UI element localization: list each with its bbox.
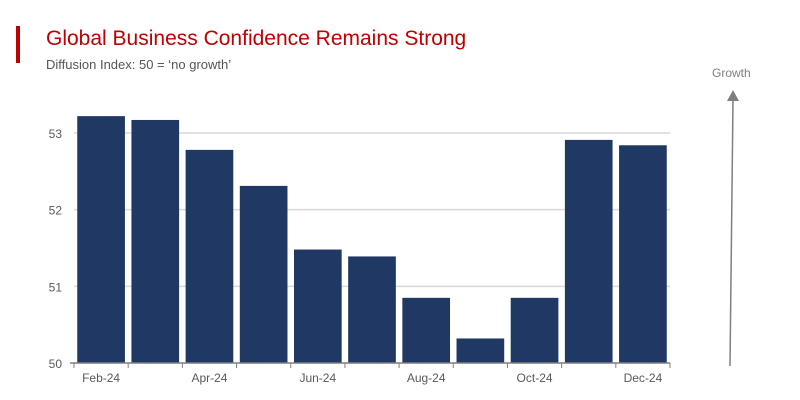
x-tick-label: Dec-24 [624, 371, 663, 385]
bar [239, 185, 288, 363]
growth-arrow-shaft [729, 99, 734, 367]
x-axis [70, 362, 671, 368]
x-tick-label: Feb-24 [82, 371, 120, 385]
bar [185, 149, 234, 363]
tick-labels: 50 51 52 53 Feb-24 Apr-24 Jun-24 Aug-24 Oct-24 De… [49, 127, 663, 385]
chart-subtitle: Diffusion Index: 50 = ‘no growth’ [46, 57, 232, 72]
growth-arrow [727, 90, 739, 367]
bar [348, 256, 396, 363]
bar [456, 338, 505, 363]
bar [619, 145, 667, 363]
bars [77, 116, 667, 363]
y-tick-label: 53 [49, 127, 63, 141]
growth-arrow-head [727, 90, 739, 101]
bar [131, 119, 180, 363]
bar [510, 297, 559, 363]
bar [402, 297, 451, 363]
bar [77, 116, 125, 363]
x-tick-label: Oct-24 [517, 371, 553, 385]
x-tick-label: Aug-24 [407, 371, 446, 385]
chart-title: Global Business Confidence Remains Stron… [46, 27, 467, 50]
bar [564, 139, 613, 363]
y-tick-label: 52 [49, 204, 63, 218]
x-tick-label: Apr-24 [191, 371, 227, 385]
x-tick-label: Jun-24 [299, 371, 336, 385]
bar [293, 249, 342, 363]
growth-label: Growth [712, 66, 751, 80]
y-tick-label: 50 [49, 357, 63, 371]
title-accent-bar [16, 26, 20, 63]
y-tick-label: 51 [49, 280, 63, 294]
